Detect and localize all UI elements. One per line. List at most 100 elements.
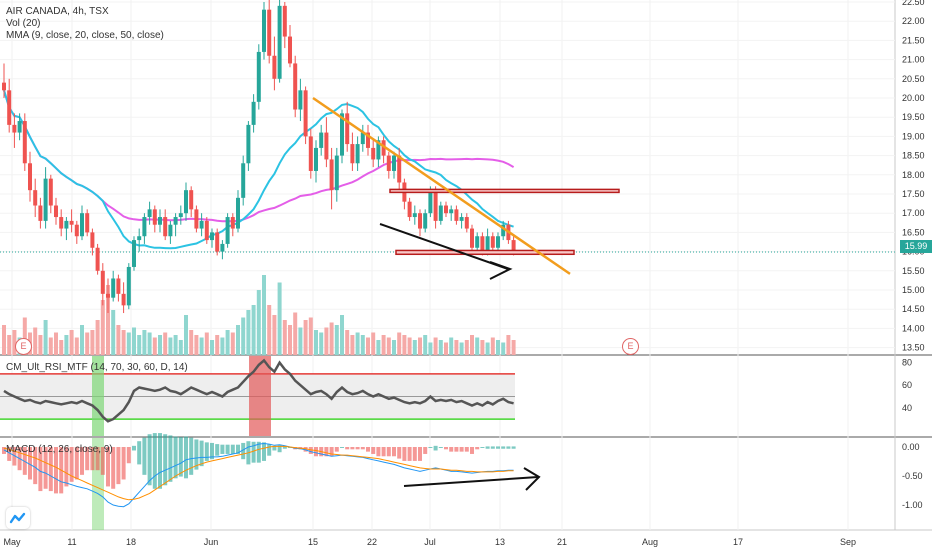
candle-body (22, 121, 27, 164)
candle-body (501, 224, 506, 237)
volume-bar (168, 337, 173, 355)
rsi-legend[interactable]: CM_Ult_RSI_MTF (14, 70, 30, 60, D, 14) (6, 362, 188, 373)
macd-histogram-bar (184, 436, 188, 479)
macd-legend[interactable]: MACD (12, 26, close, 9) (6, 444, 113, 455)
sma-20-line (3, 90, 514, 250)
volume-bar (298, 327, 303, 355)
volume-bar (319, 332, 324, 355)
volume-bar (511, 340, 516, 355)
volume-bar (496, 340, 500, 355)
drawings[interactable] (312, 96, 620, 491)
macd-histogram-bar (454, 447, 459, 452)
volume-bar (355, 332, 360, 355)
volume-bar (215, 335, 220, 355)
candle-body (168, 224, 173, 237)
volume-bar (38, 335, 43, 355)
price-tick-label: 19.50 (902, 112, 925, 122)
macd-divergence-arrow (403, 476, 539, 487)
candle-body (355, 144, 360, 164)
volume-bar (33, 327, 38, 355)
volume-bar (272, 315, 277, 355)
volume-bar (371, 332, 376, 355)
macd-histogram-bar (230, 444, 235, 454)
macd-histogram-bar (106, 447, 110, 487)
volume-bar (251, 305, 256, 355)
macd-histogram-bar (132, 445, 136, 451)
mma-legend[interactable]: MMA (9, close, 20, close, 50, close) (6, 30, 164, 41)
macd-histogram-bar (262, 442, 266, 461)
volume-bar (241, 317, 246, 355)
volume-legend[interactable]: Vol (20) (6, 18, 41, 29)
support-zone (395, 249, 575, 256)
candle-body (111, 278, 116, 298)
volume-bar (288, 325, 292, 355)
price-tick-label: 21.00 (902, 55, 925, 65)
macd-histogram-bar (459, 447, 464, 452)
candle-body (293, 63, 298, 110)
volume-bar (454, 340, 459, 355)
earnings-marker[interactable]: E (622, 338, 639, 355)
candle-body (100, 270, 105, 294)
volume-bar (2, 325, 6, 355)
volume-bar (246, 310, 251, 355)
candle-body (184, 190, 188, 214)
volume-bar (80, 325, 84, 355)
macd-histogram-bar (199, 440, 204, 467)
volume-bar (7, 335, 12, 355)
candle-body (142, 217, 147, 237)
volume-bar (121, 330, 126, 355)
candle-body (256, 51, 261, 102)
candle-body (350, 144, 355, 164)
volume-bar (48, 337, 53, 355)
volume-bar (163, 332, 168, 355)
candle-body (454, 209, 459, 221)
last-price-badge: 15.99 (900, 240, 932, 253)
candle-body (43, 178, 48, 221)
candle-body (121, 293, 126, 306)
volume-bar (418, 337, 422, 355)
macd-histogram-bar (54, 447, 58, 494)
volume-bar (444, 342, 448, 355)
volume-bar (225, 330, 230, 355)
volume-bar (74, 337, 79, 355)
macd-histogram-bar (475, 447, 480, 450)
candle-body (412, 213, 417, 218)
volume-bar (360, 335, 365, 355)
macd-histogram-bar (168, 435, 173, 482)
price-tick-label: 13.50 (902, 343, 925, 353)
macd-histogram-bar (256, 441, 261, 463)
tradingview-logo-icon[interactable] (6, 507, 30, 529)
volume-bar (178, 340, 183, 355)
time-tick-label: 11 (67, 537, 76, 547)
volume-bar (433, 337, 438, 355)
volume-bar (282, 320, 287, 355)
candle-body (282, 5, 287, 37)
price-tick-label: 15.00 (902, 285, 925, 295)
macd-histogram-bar (324, 447, 329, 457)
time-tick-label: Jun (204, 537, 219, 547)
volume-bar (303, 320, 308, 355)
macd-histogram-bar (438, 447, 443, 448)
symbol-legend[interactable]: AIR CANADA, 4h, TSX (6, 6, 109, 17)
volume-bar (277, 282, 282, 355)
macd-histogram-bar (22, 447, 27, 475)
macd-histogram-bar (178, 437, 183, 477)
candle-body (490, 236, 495, 248)
candle-body (95, 247, 100, 271)
candle-body (163, 217, 168, 237)
earnings-marker[interactable]: E (15, 338, 32, 355)
macd-histogram-bar (277, 445, 282, 453)
macd-histogram-bar (69, 447, 74, 482)
candle-body (147, 209, 152, 218)
candle-body (251, 101, 256, 125)
volume-bar (485, 342, 490, 355)
volume-bar (345, 330, 350, 355)
macd-histogram-bar (158, 433, 162, 489)
candle-body (33, 190, 38, 206)
candle-body (418, 213, 422, 229)
macd-tick-label: 0.00 (902, 442, 920, 452)
volume-bar (106, 285, 110, 355)
volume-bar (423, 335, 428, 355)
